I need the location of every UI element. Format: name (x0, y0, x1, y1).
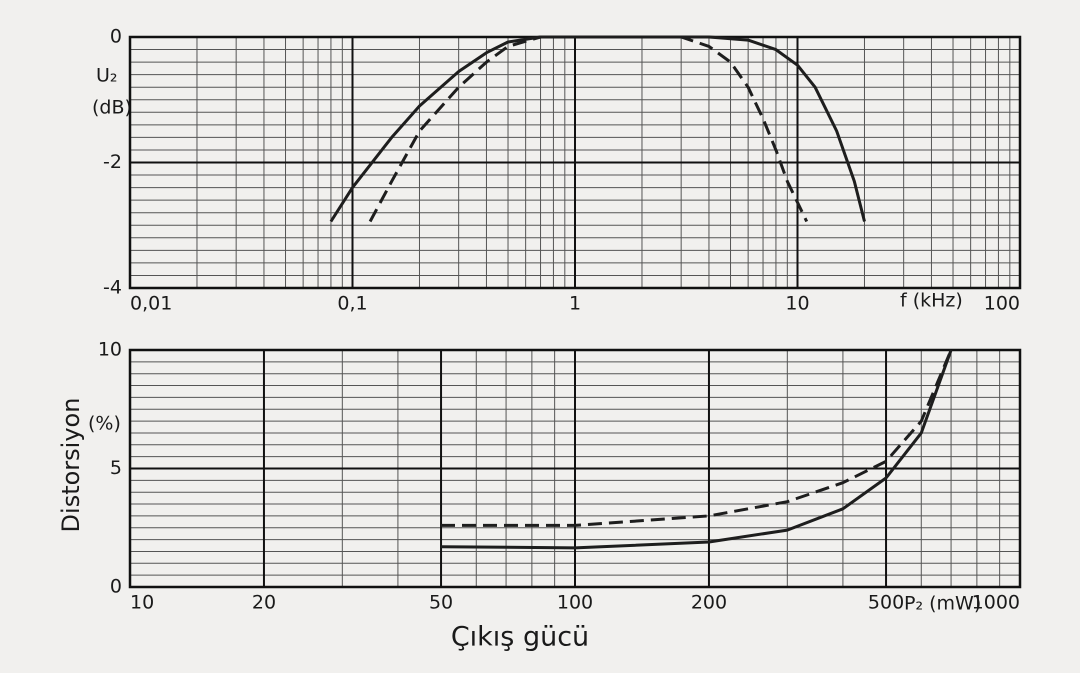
y-tick-label: 0 (110, 26, 122, 48)
y-tick-label: 5 (110, 457, 122, 479)
x-tick-label: 10 (785, 293, 809, 315)
x-tick-label: 100 (984, 293, 1020, 315)
x-tick-label: 20 (252, 592, 276, 614)
y-tick-label: -2 (103, 151, 122, 173)
x-tick-label: 200 (691, 592, 727, 614)
y-axis-label: U₂ (96, 65, 118, 87)
y-axis-label: Distorsiyon (57, 398, 85, 533)
series-line (440, 349, 953, 550)
x-tick-label: 500 (868, 592, 904, 614)
x-axis-label: f (kHz) (900, 290, 963, 312)
x-tick-label: 100 (557, 592, 593, 614)
x-tick-label: 0,1 (337, 293, 367, 315)
series-line (441, 349, 953, 527)
x-tick-label: 1000 (972, 592, 1020, 614)
series-line (368, 35, 809, 223)
y-axis-unit: (dB) (92, 97, 132, 119)
x-tick-label: 0,01 (130, 293, 172, 315)
y-tick-label: 10 (98, 339, 122, 361)
y-tick-label: 0 (110, 576, 122, 598)
x-axis-label: Çıkış gücü (451, 622, 589, 653)
y-axis-unit: (%) (88, 413, 121, 435)
x-axis-unit: P₂ (mW) (904, 593, 981, 615)
y-tick-label: -4 (103, 277, 122, 299)
x-tick-label: 10 (130, 592, 154, 614)
x-tick-label: 50 (429, 592, 453, 614)
x-tick-label: 1 (569, 293, 581, 315)
plot-frame (128, 348, 1022, 589)
